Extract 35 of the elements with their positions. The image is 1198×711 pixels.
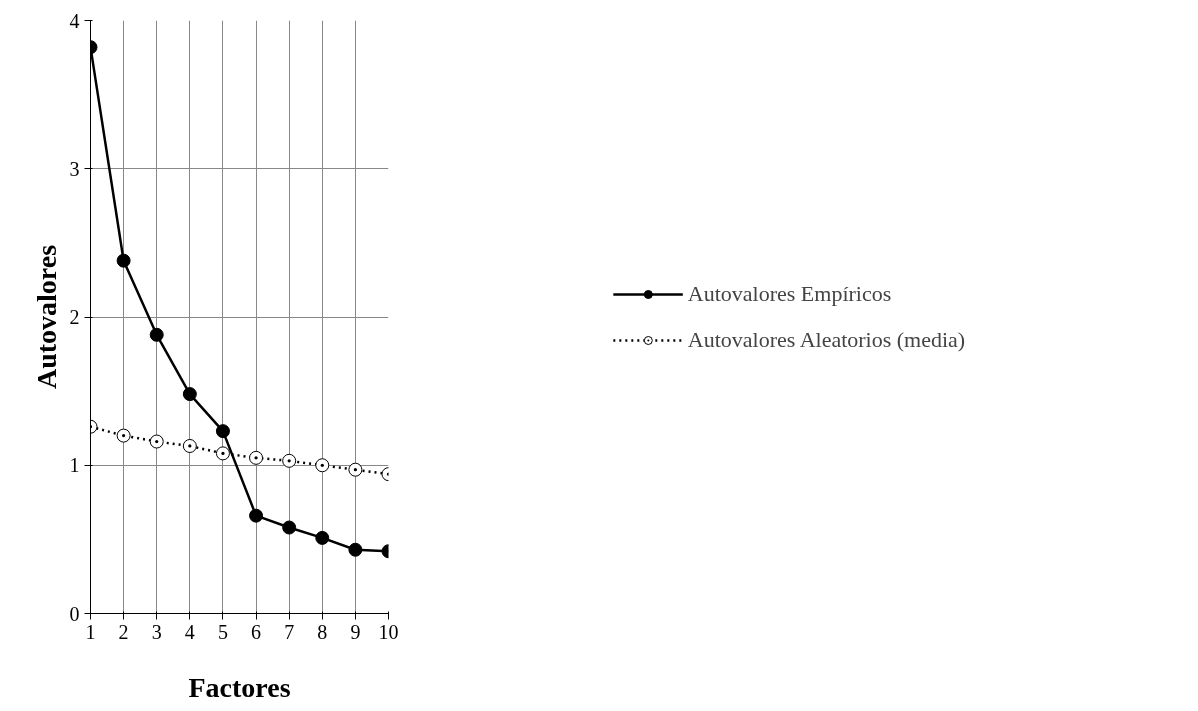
point bbox=[282, 453, 297, 468]
y-tick-label: 2 bbox=[69, 306, 80, 328]
x-tick-label: 5 bbox=[217, 620, 228, 643]
point bbox=[348, 462, 363, 477]
x-tick-label: 8 bbox=[317, 620, 328, 643]
point bbox=[149, 434, 164, 449]
y-tick-label: 1 bbox=[69, 454, 80, 477]
point bbox=[348, 542, 363, 557]
x-tick-label: 3 bbox=[151, 620, 162, 643]
x-tick-label: 7 bbox=[284, 620, 295, 643]
point bbox=[182, 438, 197, 453]
point bbox=[215, 424, 230, 439]
y-tick-label: 3 bbox=[69, 157, 80, 180]
x-tick-label: 9 bbox=[350, 620, 361, 643]
x-tick-label: 6 bbox=[251, 620, 262, 643]
point bbox=[282, 520, 297, 535]
y-axis-title: Autovalores bbox=[30, 244, 62, 390]
point bbox=[249, 508, 264, 523]
y-tick-label: 4 bbox=[69, 9, 80, 32]
y-tick-label: 0 bbox=[69, 602, 80, 625]
point bbox=[116, 253, 131, 268]
point bbox=[249, 450, 264, 465]
point bbox=[315, 530, 330, 545]
legend-label: Autovalores Empíricos bbox=[687, 280, 892, 307]
x-axis-title: Factores bbox=[188, 671, 291, 703]
point bbox=[116, 428, 131, 443]
legend-label: Autovalores Aleatorios (media) bbox=[687, 326, 966, 353]
point bbox=[315, 458, 330, 473]
x-tick-label: 4 bbox=[184, 620, 195, 643]
x-tick-label: 1 bbox=[85, 620, 96, 643]
x-tick-label: 10 bbox=[378, 620, 399, 643]
x-tick-label: 2 bbox=[118, 620, 129, 643]
point bbox=[149, 327, 164, 342]
point bbox=[215, 446, 230, 461]
point bbox=[182, 387, 197, 402]
